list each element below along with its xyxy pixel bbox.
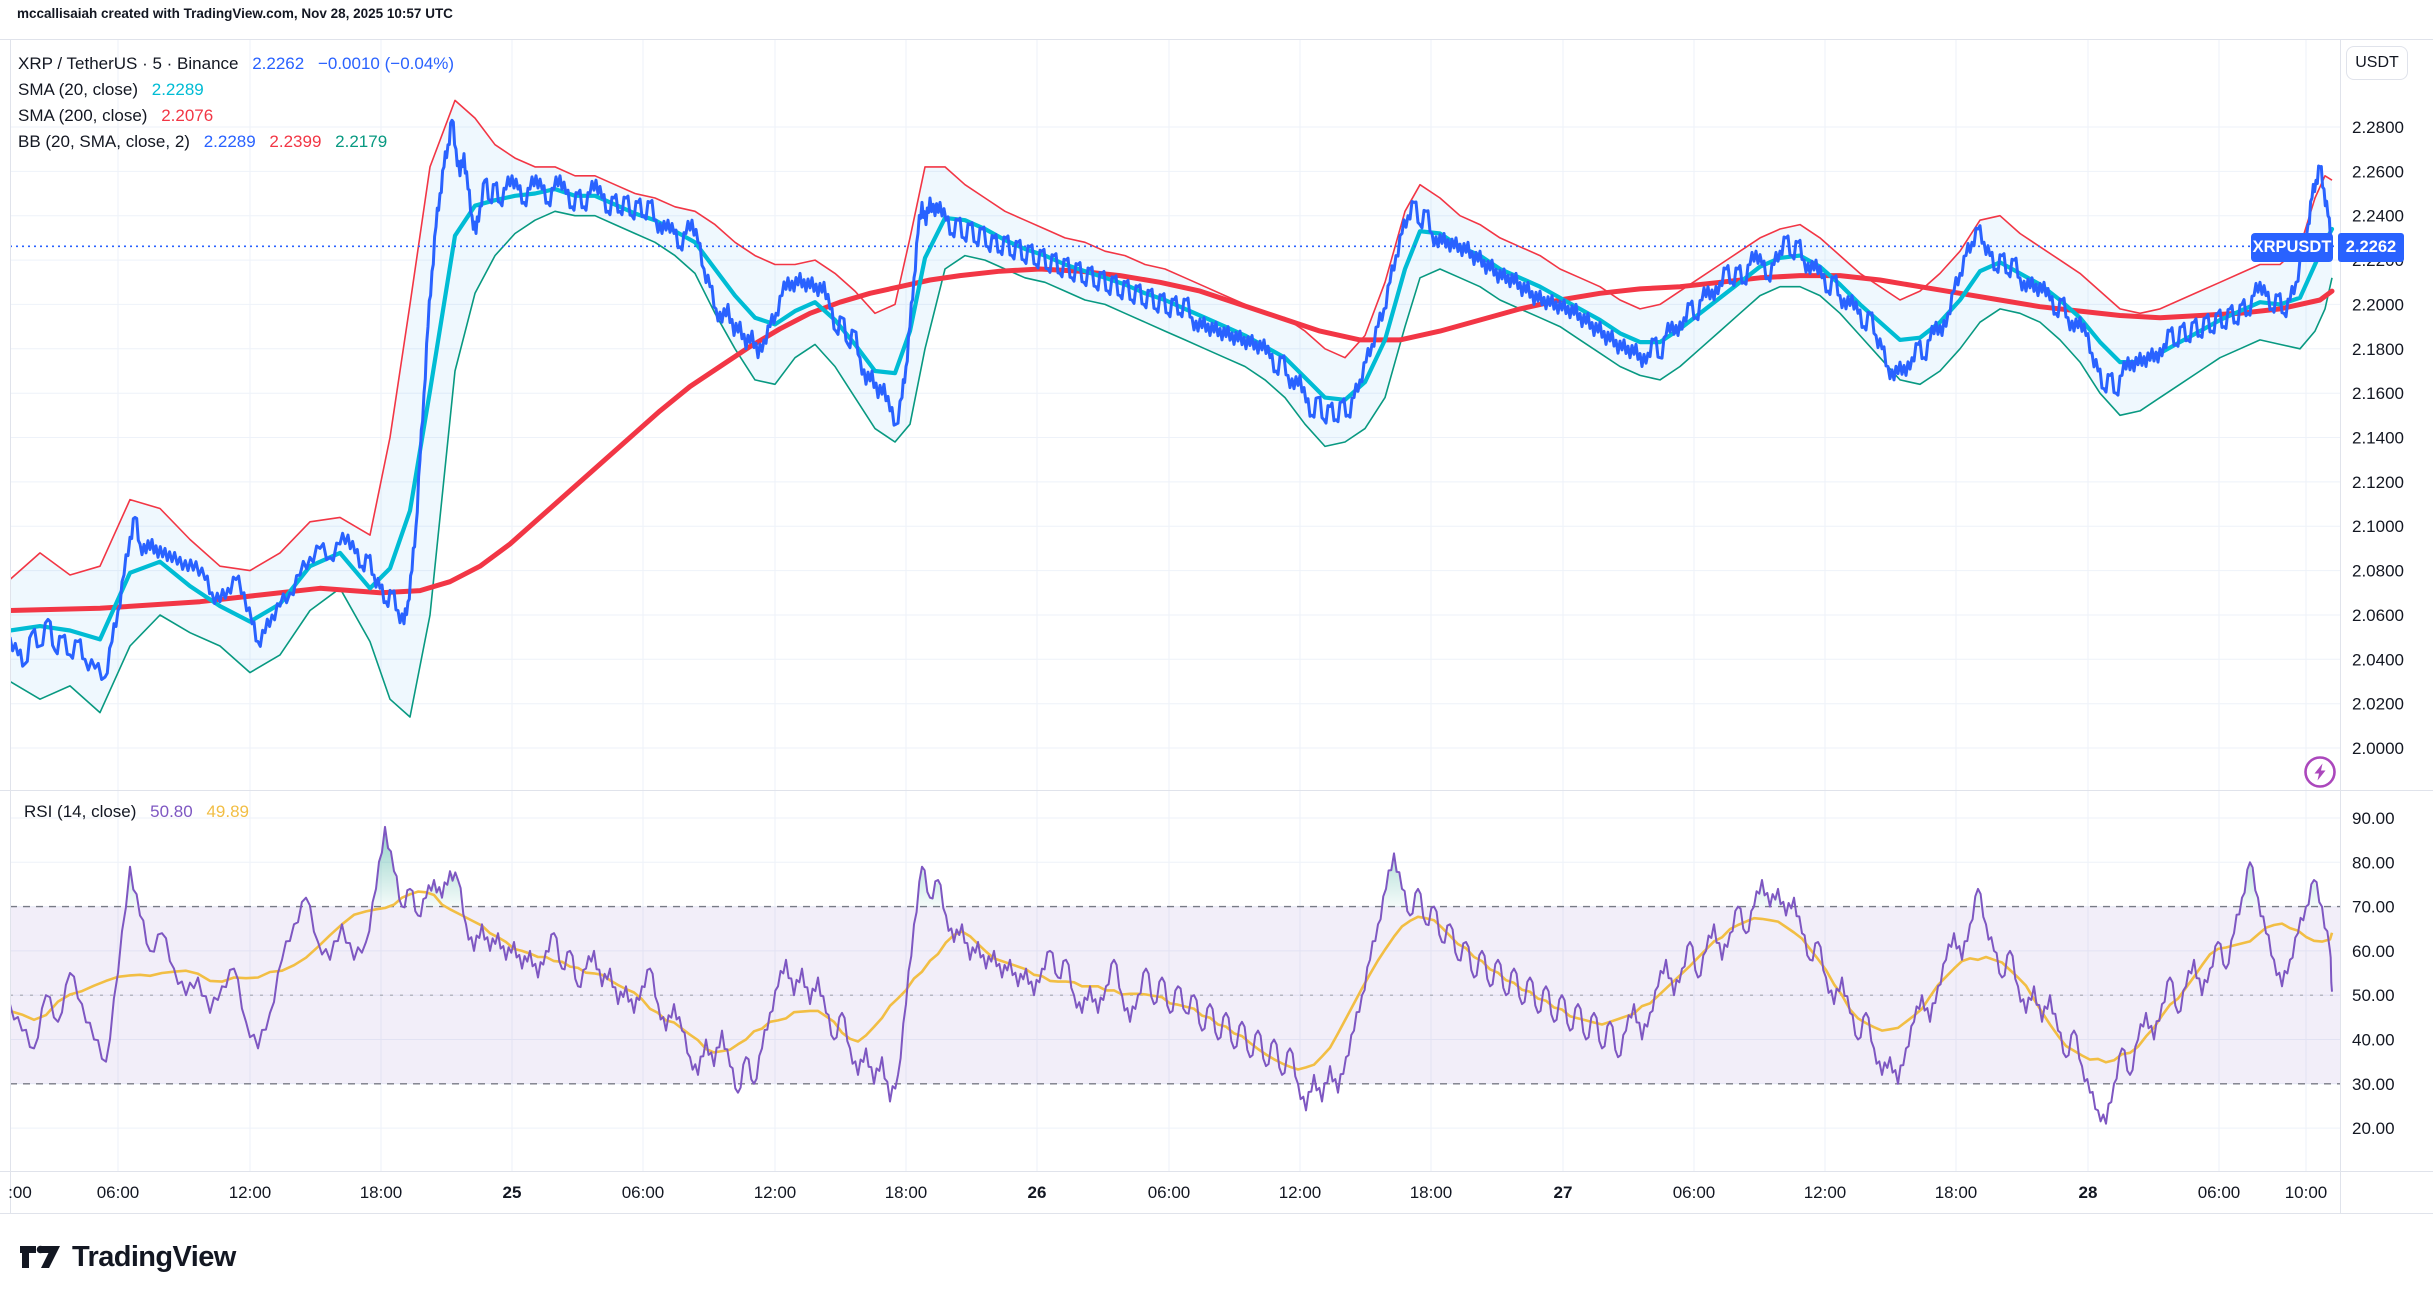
price-axis-label: 2.0400 [2352,650,2404,669]
sma20-label[interactable]: SMA (20, close) [18,80,138,99]
time-axis-label: 06:00 [1148,1183,1191,1202]
rsi-overbought-fill [2240,862,2260,907]
price-axis-label: 2.0600 [2352,606,2404,625]
rsi-overbought-fill [1754,880,1770,907]
price-axis-label: 2.1800 [2352,340,2404,359]
price-change: −0.0010 (−0.04%) [317,54,455,73]
bb-upper-value: 2.2399 [269,132,322,151]
price-axis-label: 2.1600 [2352,384,2404,403]
time-axis-label: 18:00 [885,1183,928,1202]
rsi-overbought-fill [1382,853,1408,907]
rsi-overbought-fill [1974,888,1982,907]
currency-toggle-button[interactable]: USDT [2346,46,2408,80]
last-price-value: 2.2262 [252,54,305,73]
time-axis-label: 25 [503,1183,522,1202]
sma20-row: SMA (20, close) 2.2289 [18,77,463,103]
price-pane [10,99,2335,718]
instant-order-lightning-icon[interactable] [2303,755,2337,789]
symbol-price-badge: XRPUSDT [2251,233,2333,262]
rsi-overbought-fill [125,866,139,907]
rsi-axis-label: 30.00 [2352,1075,2395,1094]
time-axis-label: 28 [2079,1183,2098,1202]
time-axis-label: 12:00 [1279,1183,1322,1202]
time-axis-label: 06:00 [622,1183,665,1202]
time-axis-label: 06:00 [97,1183,140,1202]
rsi-axis-label: 40.00 [2352,1031,2395,1050]
bb-lower-band-line [10,210,2333,718]
rsi-ma-value: 49.89 [206,802,249,821]
rsi-value: 50.80 [150,802,193,821]
symbol-title[interactable]: XRP / TetherUS · 5 · Binance [18,54,239,73]
time-axis-label: 12:00 [1804,1183,1847,1202]
bb-fill-area [10,100,2332,717]
time-axis-label: 27 [1554,1183,1573,1202]
rsi-overbought-fill [302,897,309,907]
price-axis-label: 2.1200 [2352,473,2404,492]
bb-label[interactable]: BB (20, SMA, close, 2) [18,132,190,151]
currency-label: USDT [2355,54,2399,71]
symbol-row: XRP / TetherUS · 5 · Binance 2.2262 −0.0… [18,51,463,77]
time-axis-label: 06:00 [2198,1183,2241,1202]
rsi-axis-label: 90.00 [2352,809,2395,828]
rsi-axis-label: 60.00 [2352,942,2395,961]
time-axis-label: 10:00 [2285,1183,2328,1202]
time-axis-label: 26 [1028,1183,1047,1202]
rsi-legend: RSI (14, close) 50.80 49.89 [24,799,258,825]
rsi-label[interactable]: RSI (14, close) [24,802,137,821]
bb-lower-value: 2.2179 [335,132,388,151]
bb-upper-band-line [10,99,2333,581]
rsi-line [10,825,2333,1125]
rsi-axis-label: 50.00 [2352,986,2395,1005]
time-axis-label: 18:00 [1410,1183,1453,1202]
sma200-line [10,266,2335,613]
price-axis-label: 2.1400 [2352,429,2404,448]
sma200-label[interactable]: SMA (200, close) [18,106,148,125]
time-axis-label: 18:00 [360,1183,403,1202]
rsi-axis-label: 80.00 [2352,853,2395,872]
rsi-overbought-fill [916,866,944,907]
main-legend: XRP / TetherUS · 5 · Binance 2.2262 −0.0… [18,51,463,155]
price-axis-label: 2.0200 [2352,695,2404,714]
last-price-axis-value: 2.2262 [2345,238,2397,256]
sma20-line [10,187,2335,642]
sma20-value: 2.2289 [151,80,204,99]
time-axis-label: 18:00 [1935,1183,1978,1202]
rsi-axis-label: 20.00 [2352,1119,2395,1138]
last-price-axis-badge: 2.2262 [2338,233,2404,262]
time-axis-label: 06:00 [1673,1183,1716,1202]
bb-basis-value: 2.2289 [203,132,256,151]
watermark-attribution: mccallisaiah created with TradingView.co… [17,6,453,21]
bb-row: BB (20, SMA, close, 2) 2.2289 2.2399 2.2… [18,129,463,155]
tradingview-logo-icon [20,1245,60,1268]
rsi-axis-label: 70.00 [2352,898,2395,917]
price-axis-label: 2.2400 [2352,207,2404,226]
attribution-text: mccallisaiah created with TradingView.co… [17,6,453,21]
symbol-badge-text: XRPUSDT [2252,238,2332,256]
price-axis-label: 2.2800 [2352,118,2404,137]
time-axis-label: :00 [8,1183,32,1202]
tradingview-logo-text: TradingView [72,1241,236,1273]
price-axis-label: 2.1000 [2352,517,2404,536]
time-axis-label: 12:00 [754,1183,797,1202]
rsi-overbought-fill [372,826,402,907]
rsi-pane [10,825,2340,1125]
tradingview-logo[interactable]: TradingView [20,1241,236,1274]
price-series-line [10,118,2334,681]
sma200-value: 2.2076 [161,106,214,125]
price-axis-label: 2.2600 [2352,162,2404,181]
sma200-row: SMA (200, close) 2.2076 [18,103,463,129]
price-axis-label: 2.0000 [2352,739,2404,758]
time-axis-label: 12:00 [229,1183,272,1202]
price-axis-label: 2.2000 [2352,295,2404,314]
price-axis-label: 2.0800 [2352,562,2404,581]
